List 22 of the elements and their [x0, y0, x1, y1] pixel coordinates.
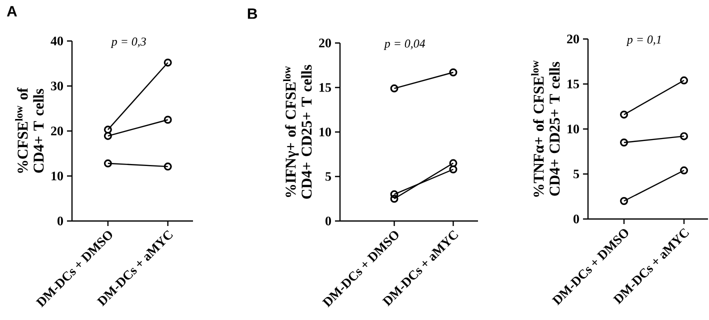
y-tick-label: 20	[319, 38, 331, 48]
y-tick-label: 5	[326, 172, 332, 181]
y-tick-label: 15	[568, 80, 580, 88]
y-tick-label: 5	[574, 170, 580, 178]
y-tick-label: 0	[58, 216, 63, 226]
y-tick-label: 10	[52, 172, 63, 180]
y-axis-title: %TNFα+ of CFSE$^{low}$ CD4+ CD25+ T cells	[531, 60, 560, 197]
y-tick-label: 30	[51, 82, 63, 90]
y-tick-label: 0	[574, 214, 579, 224]
annotation: p = 0,1	[626, 36, 661, 46]
y-axis-title: %IFNγ+ of CFSE$^{low}$ CD4+ CD25+ T cells	[283, 64, 312, 199]
annotation: p = 0,04	[384, 40, 426, 50]
y-tick-label: 15	[320, 83, 332, 92]
y-tick-label: 0	[326, 216, 331, 226]
y-tick-label: 40	[50, 36, 63, 46]
y-tick-label: 20	[567, 34, 579, 44]
chart-title: A	[6, 6, 17, 16]
annotation: p = 0,3	[110, 38, 146, 48]
y-tick-label: 10	[320, 128, 331, 136]
y-tick-label: 10	[568, 124, 579, 134]
chart-title: B	[248, 8, 258, 19]
y-tick-label: 20	[51, 126, 63, 136]
